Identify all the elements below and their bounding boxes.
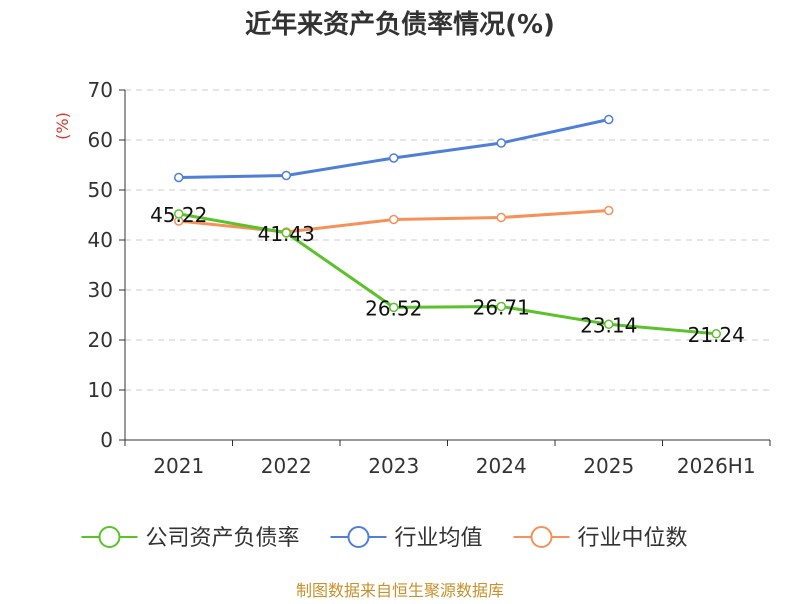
data-point (174, 172, 184, 183)
legend-label: 公司资产负债率 (146, 526, 300, 551)
y-tick-label: 10 (88, 378, 113, 402)
data-point (174, 209, 184, 219)
data-point (604, 205, 614, 216)
legend-marker (98, 526, 121, 548)
data-label: 41.43 (258, 222, 315, 246)
legend-item[interactable]: 行业均值 (330, 526, 483, 551)
data-point (711, 329, 721, 339)
x-tick-label: 2026H1 (677, 454, 756, 478)
legend-item[interactable]: 公司资产负债率 (81, 526, 300, 551)
x-tick-label: 2022 (261, 454, 312, 478)
legend-label: 行业中位数 (578, 526, 688, 551)
data-label: 23.14 (580, 313, 637, 337)
legend[interactable]: 公司资产负债率 行业均值 行业中位数 (81, 526, 688, 551)
y-tick-label: 50 (88, 178, 113, 202)
data-point (389, 214, 399, 225)
data-label: 26.71 (473, 295, 530, 319)
data-point (281, 170, 291, 181)
series-line (178, 212, 717, 336)
series-layer (174, 114, 721, 339)
data-point (389, 153, 399, 163)
data-point (496, 301, 506, 312)
data-label: 45.22 (150, 203, 207, 227)
data-point (604, 319, 614, 330)
chart-title: 近年来资产负债率情况(%) (245, 9, 555, 40)
y-tick-label: 20 (88, 328, 113, 352)
grid-layer (125, 89, 770, 391)
x-tick-label: 2023 (368, 454, 419, 478)
legend-marker (530, 526, 553, 548)
x-tick-label: 2021 (153, 454, 204, 478)
x-tick-label: 2025 (583, 454, 634, 478)
data-point (496, 212, 506, 223)
y-tick-label: 60 (88, 128, 113, 152)
legend-marker (347, 526, 370, 548)
data-label: 21.24 (688, 323, 745, 347)
data-label-layer: 45.22 41.43 26.52 26.71 23.14 21.24 (150, 203, 745, 347)
x-tick-label: 2024 (476, 454, 527, 478)
data-point (604, 114, 614, 125)
data-point (389, 302, 399, 313)
y-axis-label: (%) (53, 112, 72, 140)
data-label: 26.52 (365, 296, 422, 320)
y-tick-label: 40 (88, 228, 113, 252)
source-note: 制图数据来自恒生聚源数据库 (296, 581, 504, 600)
y-tick-label: 30 (88, 278, 113, 302)
data-point (496, 138, 506, 148)
data-point (281, 228, 291, 238)
y-tick-label: 70 (88, 78, 113, 102)
legend-label: 行业均值 (395, 526, 483, 551)
series-line (178, 118, 610, 179)
y-tick-label: 0 (100, 428, 113, 452)
legend-item[interactable]: 行业中位数 (513, 526, 688, 551)
axis-layer: 0 10 20 30 40 50 60 70 2021 2022 2023 2024 2025 2026H… (88, 78, 771, 478)
